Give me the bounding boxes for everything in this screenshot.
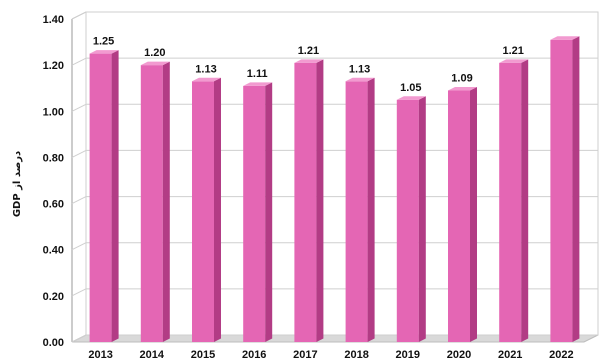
bar [243, 82, 273, 343]
gridline-diag [71, 57, 87, 66]
bar-side [111, 50, 119, 342]
data-label: 1.13 [349, 63, 370, 75]
bar-front [345, 81, 368, 343]
data-labels: 1.25 1.20 1.13 1.11 1.21 1.13 1.05 1.09 1.21 [93, 36, 524, 94]
bar-top [140, 61, 170, 66]
bar-front [294, 62, 317, 342]
x-tick-label: 2022 [549, 349, 573, 361]
data-label: 1.21 [298, 45, 319, 57]
bar-front [448, 90, 470, 343]
bar-side [162, 61, 170, 343]
bar-top [550, 36, 580, 40]
gridline-diag [71, 11, 87, 20]
bar-top [192, 77, 221, 82]
bar-side [572, 36, 580, 343]
x-tick-label: 2018 [344, 349, 368, 361]
bar [396, 96, 426, 342]
y-tick-label: 0.40 [43, 245, 64, 257]
bar-top [89, 50, 119, 54]
x-tick-label: 2019 [396, 349, 420, 361]
y-tick-label: 1.00 [43, 106, 64, 118]
bar-side [470, 87, 477, 343]
x-tick-label: 2021 [498, 349, 522, 361]
bar-top [243, 82, 273, 86]
bar-front [89, 53, 112, 342]
bar-side [316, 59, 324, 342]
bar [345, 77, 375, 343]
bar-side [214, 77, 221, 343]
x-tick-label: 2015 [191, 349, 215, 361]
gridline-diag [71, 288, 87, 297]
bar [448, 87, 477, 343]
bar-top [294, 59, 324, 63]
gridline-diag [71, 103, 87, 112]
data-label: 1.25 [93, 36, 114, 48]
data-label: 1.09 [451, 73, 472, 85]
bar [550, 36, 580, 343]
bar [499, 59, 529, 342]
x-tick-label: 2013 [88, 349, 112, 361]
data-label: 1.20 [144, 47, 165, 59]
bar-side [265, 82, 273, 343]
bar [89, 50, 119, 342]
data-label: 1.21 [502, 45, 523, 57]
x-tick-label: 2014 [140, 349, 165, 361]
x-tick-label: 2016 [242, 349, 266, 361]
y-axis-ticks: 0.00 0.20 0.40 0.60 0.80 1.00 1.20 1.40 [43, 14, 64, 349]
y-axis-label: GDP درصد از [12, 151, 23, 217]
gridline-diag [71, 149, 87, 158]
data-label: 1.11 [247, 68, 268, 80]
bar-front [140, 65, 163, 343]
bar-front [243, 85, 266, 343]
bar [192, 77, 221, 343]
bar-top [448, 87, 477, 91]
bar [294, 59, 324, 342]
x-axis-ticks: 2013 2014 2015 2016 2017 2018 2019 2020 2021 2022 [88, 349, 573, 361]
bar-front [499, 62, 522, 342]
bars [89, 36, 580, 343]
gridline-diag [71, 242, 87, 251]
bar-side [367, 77, 375, 343]
bar-front [396, 99, 419, 342]
gridline-diag [71, 196, 87, 205]
y-tick-label: 0.20 [43, 291, 64, 303]
bar [140, 61, 170, 343]
y-tick-label: 0.60 [43, 199, 64, 211]
y-tick-label: 1.20 [43, 60, 64, 72]
y-tick-label: 1.40 [43, 14, 64, 26]
bar-side [418, 96, 426, 342]
x-tick-label: 2017 [293, 349, 317, 361]
bar-top [345, 77, 375, 82]
data-label: 1.13 [195, 63, 216, 75]
data-label: 1.05 [400, 82, 421, 94]
bar-front [192, 81, 214, 343]
bar-side [521, 59, 529, 342]
gridline-diag [71, 334, 87, 343]
bar-top [499, 59, 529, 63]
y-tick-label: 0.80 [43, 152, 64, 164]
x-tick-label: 2020 [447, 349, 471, 361]
bar-front [550, 39, 573, 343]
bar-top [396, 96, 426, 100]
y-tick-label: 0.00 [43, 337, 64, 349]
